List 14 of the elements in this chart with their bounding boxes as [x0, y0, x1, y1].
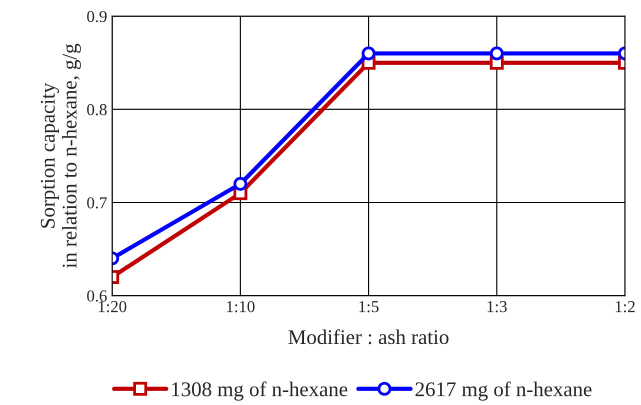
y-tick-label: 0.6 [87, 290, 107, 302]
x-tick-label: 1:2 [616, 301, 635, 312]
x-tick-label: 1:10 [227, 300, 255, 312]
y-tick-label: 0.7 [87, 197, 107, 209]
x-tick-label: 1:20 [98, 300, 126, 312]
point [362, 46, 376, 60]
y-tick-label: 0.8 [87, 104, 107, 116]
x-tick-label: 1:3 [488, 301, 507, 312]
y-axis-title: Sorption capacity in relation to n-hexane, g/g [40, 44, 81, 268]
y-tick-label: 0.9 [87, 10, 107, 22]
legend-label: 1308 mg of n-hexane [172, 381, 348, 401]
x-axis-title: Modifier : ash ratio [288, 329, 448, 344]
x-tick-label: 1:5 [359, 301, 379, 312]
legend-label: 2617 mg of n-hexane [416, 381, 592, 401]
